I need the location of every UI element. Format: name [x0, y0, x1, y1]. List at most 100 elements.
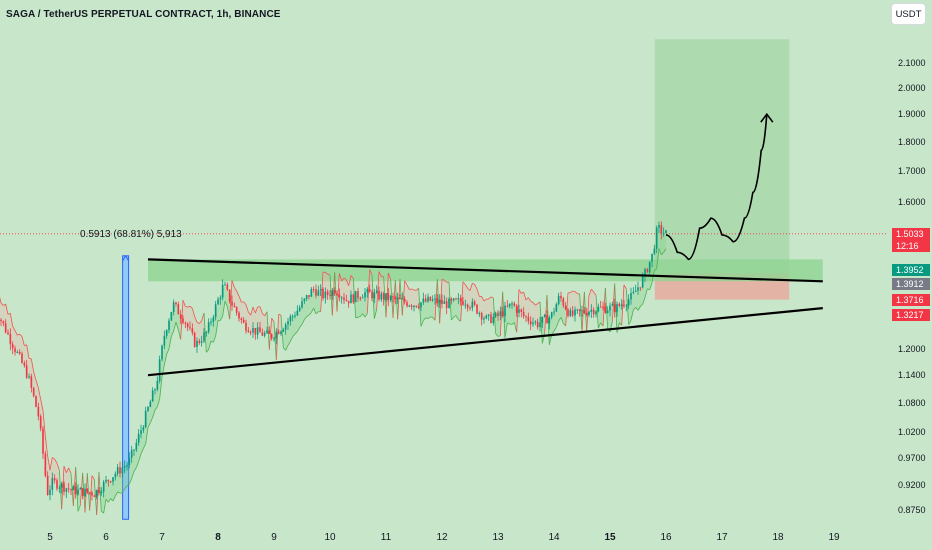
- trend-line: [294, 331, 298, 335]
- candle-body: [420, 302, 422, 308]
- candle-body: [473, 301, 476, 305]
- trend-fill: [309, 292, 312, 316]
- trend-line: [21, 336, 25, 346]
- trend-line: [296, 327, 301, 332]
- trend-line: [348, 275, 352, 286]
- candle-body: [158, 359, 161, 381]
- trend-line: [110, 498, 114, 502]
- price-tag: 1.3952: [892, 264, 930, 276]
- candle-body: [114, 473, 117, 478]
- candle-body: [620, 304, 623, 306]
- candle-body: [345, 300, 348, 302]
- candle-body: [606, 310, 609, 313]
- candle-body: [464, 304, 467, 306]
- candle-body: [543, 314, 546, 317]
- trend-line: [623, 284, 627, 290]
- trend-line: [91, 475, 95, 480]
- trend-fill: [519, 289, 522, 312]
- trend-line: [156, 398, 161, 407]
- candle-body: [182, 318, 184, 323]
- candle-body: [641, 276, 644, 288]
- candle-body: [634, 290, 637, 292]
- candle-body: [392, 296, 394, 298]
- trend-line: [663, 248, 667, 253]
- trend-line: [385, 272, 389, 318]
- trend-line: [222, 300, 226, 316]
- measurement-arrow: [122, 254, 130, 262]
- candle-body: [380, 293, 383, 300]
- currency-button[interactable]: USDT: [891, 3, 926, 25]
- candle-body: [35, 395, 37, 407]
- trend-line: [327, 273, 331, 276]
- trend-line: [532, 302, 536, 306]
- trend-line: [128, 478, 133, 485]
- candle-body: [74, 486, 77, 495]
- candle-body: [476, 304, 478, 314]
- trend-line: [535, 303, 538, 306]
- candle-body: [508, 303, 511, 307]
- candle-body: [291, 315, 294, 317]
- trend-line: [553, 327, 557, 332]
- trend-fill: [463, 281, 466, 305]
- trend-line: [593, 291, 597, 296]
- candle-body: [571, 310, 574, 316]
- trend-line: [460, 281, 464, 322]
- candle-body: [177, 304, 180, 315]
- trend-fill: [17, 334, 20, 353]
- candle-body: [200, 341, 203, 343]
- candle-body: [469, 307, 471, 309]
- candle-body: [438, 299, 441, 304]
- trend-fill: [234, 287, 237, 310]
- trend-line: [488, 296, 492, 300]
- candle-body: [289, 316, 292, 322]
- trend-line: [33, 371, 37, 381]
- trend-line: [138, 453, 142, 462]
- price-tag: 1.5033 12:16: [892, 228, 930, 252]
- trend-line: [24, 344, 27, 347]
- candle-body: [354, 291, 357, 303]
- trend-line: [439, 279, 443, 324]
- candle-body: [329, 295, 331, 297]
- trend-line: [329, 275, 333, 316]
- trendline-upper: [147, 258, 823, 283]
- candle-body: [238, 312, 240, 319]
- trend-line: [654, 268, 657, 271]
- candle-body: [256, 327, 259, 335]
- trend-line: [516, 289, 520, 333]
- candle-body: [42, 428, 44, 454]
- candle-body: [371, 292, 373, 299]
- trend-line: [126, 483, 130, 487]
- candle-body: [616, 303, 618, 313]
- trend-fill: [432, 298, 435, 321]
- trend-line: [373, 309, 378, 319]
- trend-fill: [409, 288, 412, 307]
- trend-fill: [430, 298, 433, 318]
- trend-line: [633, 307, 636, 311]
- candle-body: [396, 297, 399, 300]
- trend-fill: [418, 288, 421, 327]
- trend-line: [497, 335, 501, 337]
- y-tick-label: 0.9700: [898, 452, 926, 463]
- trend-line: [579, 293, 583, 333]
- candle-body: [140, 430, 142, 434]
- trend-line: [287, 341, 291, 346]
- trend-line: [409, 288, 412, 290]
- candle-body: [410, 305, 413, 308]
- candle-body: [144, 410, 147, 428]
- trend-line: [30, 358, 35, 372]
- candle-body: [268, 330, 271, 334]
- trend-line: [114, 491, 119, 497]
- trend-fill: [491, 296, 494, 320]
- trend-fill: [467, 288, 470, 308]
- trend-line: [423, 317, 426, 321]
- candle-body: [557, 295, 560, 305]
- trend-line: [84, 473, 88, 513]
- x-tick-label: 13: [492, 532, 504, 543]
- candle-body: [53, 478, 56, 481]
- candle-body: [347, 300, 350, 304]
- trend-line: [661, 252, 664, 256]
- trend-fill: [68, 467, 71, 490]
- candle-body: [522, 312, 525, 317]
